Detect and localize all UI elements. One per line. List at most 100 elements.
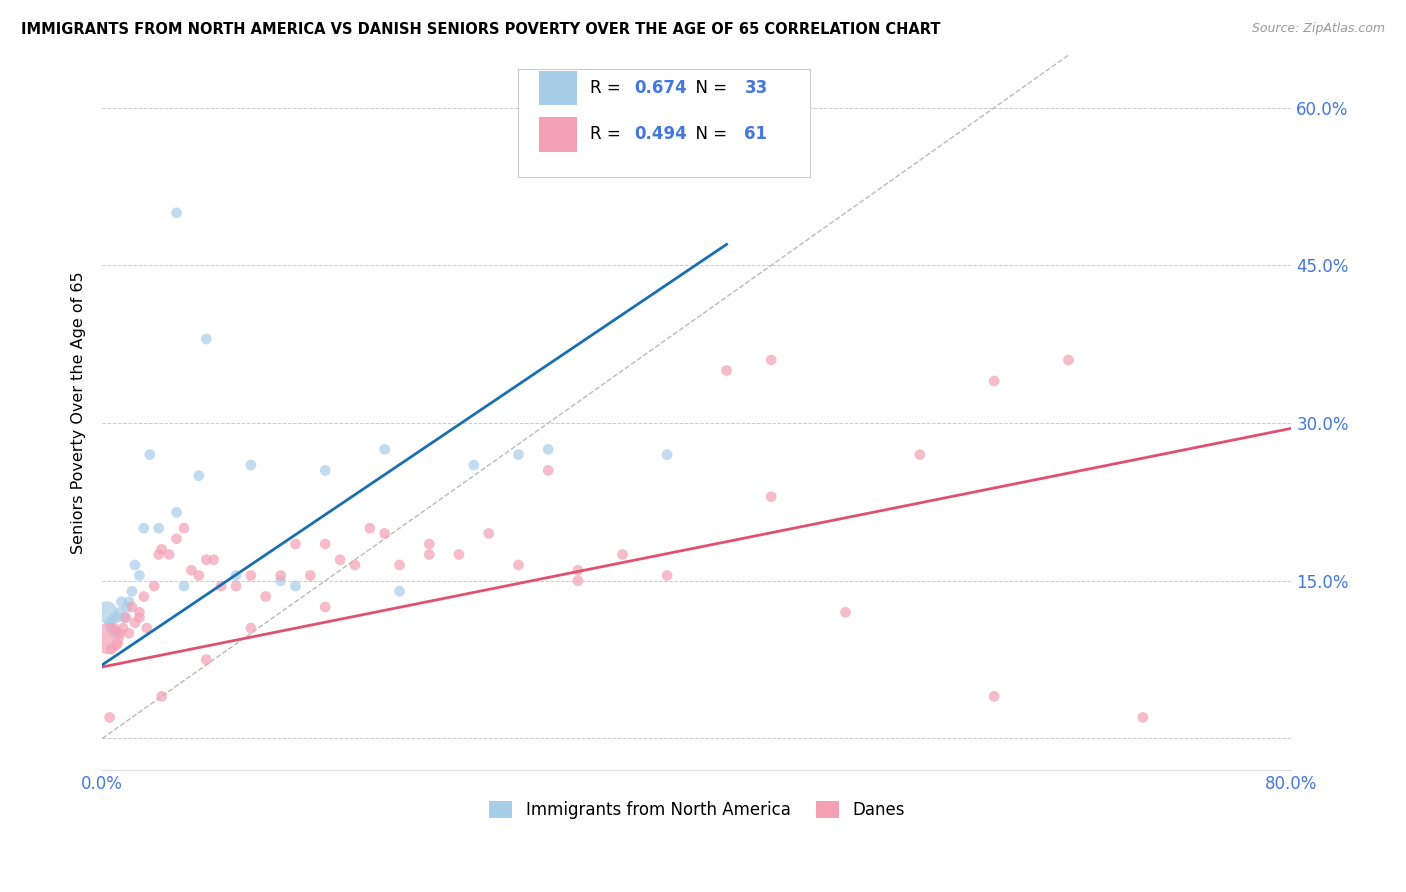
Point [108, 626, 131, 640]
Text: R =: R = [589, 126, 626, 144]
Point [105, 610, 128, 624]
Legend: Immigrants from North America, Danes: Immigrants from North America, Danes [482, 795, 911, 826]
Point [983, 690, 1005, 704]
Point [98, 710, 121, 724]
Point [254, 590, 277, 604]
Point [124, 558, 146, 572]
Point [110, 595, 132, 609]
Point [166, 505, 188, 519]
Point [97, 632, 120, 646]
Point [115, 610, 138, 624]
Point [225, 568, 247, 582]
Text: N =: N = [685, 126, 733, 144]
Point [239, 621, 262, 635]
Text: R =: R = [589, 79, 626, 97]
Point [157, 548, 180, 562]
Point [166, 206, 188, 220]
Point [139, 448, 162, 462]
Point [100, 621, 122, 635]
Point [567, 563, 589, 577]
Point [209, 579, 232, 593]
FancyBboxPatch shape [538, 118, 576, 152]
Point [114, 610, 136, 624]
Point [655, 448, 678, 462]
Point [537, 442, 560, 457]
Point [108, 605, 131, 619]
Text: Source: ZipAtlas.com: Source: ZipAtlas.com [1251, 22, 1385, 36]
Point [284, 579, 307, 593]
Point [128, 605, 150, 619]
Point [508, 448, 530, 462]
Point [195, 652, 218, 666]
Point [239, 568, 262, 582]
Point [187, 568, 209, 582]
Point [314, 600, 336, 615]
Point [314, 463, 336, 477]
FancyBboxPatch shape [538, 70, 576, 105]
Point [117, 600, 139, 615]
Point [225, 579, 247, 593]
FancyBboxPatch shape [519, 70, 810, 177]
Point [314, 537, 336, 551]
Point [463, 458, 485, 472]
Point [132, 590, 155, 604]
Point [166, 532, 188, 546]
Point [329, 553, 352, 567]
Point [343, 558, 366, 572]
Point [388, 584, 411, 599]
Point [418, 548, 440, 562]
Point [388, 558, 411, 572]
Y-axis label: Seniors Poverty Over the Age of 65: Seniors Poverty Over the Age of 65 [72, 271, 86, 554]
Text: 61: 61 [744, 126, 768, 144]
Point [98, 615, 121, 630]
Point [180, 563, 202, 577]
Point [299, 568, 322, 582]
Point [612, 548, 634, 562]
Point [100, 642, 122, 657]
Point [103, 610, 125, 624]
Point [908, 448, 931, 462]
Point [567, 574, 589, 588]
Point [195, 553, 218, 567]
Point [655, 568, 678, 582]
Point [96, 605, 118, 619]
Point [121, 600, 143, 615]
Text: 0.674: 0.674 [634, 79, 686, 97]
Point [195, 332, 218, 346]
Point [239, 458, 262, 472]
Point [150, 690, 173, 704]
Point [150, 542, 173, 557]
Text: 33: 33 [744, 79, 768, 97]
Point [148, 521, 170, 535]
Point [132, 521, 155, 535]
Point [1057, 353, 1080, 368]
Point [143, 579, 166, 593]
Point [418, 537, 440, 551]
Point [759, 490, 782, 504]
Point [148, 548, 170, 562]
Point [359, 521, 381, 535]
Point [1132, 710, 1154, 724]
Text: IMMIGRANTS FROM NORTH AMERICA VS DANISH SENIORS POVERTY OVER THE AGE OF 65 CORRE: IMMIGRANTS FROM NORTH AMERICA VS DANISH … [21, 22, 941, 37]
Point [478, 526, 501, 541]
Point [983, 374, 1005, 388]
Point [202, 553, 225, 567]
Point [759, 353, 782, 368]
Point [716, 363, 738, 377]
Point [103, 621, 125, 635]
Point [118, 595, 141, 609]
Point [121, 584, 143, 599]
Point [173, 521, 195, 535]
Point [834, 605, 856, 619]
Point [111, 621, 134, 635]
Point [508, 558, 530, 572]
Point [128, 568, 150, 582]
Point [105, 637, 128, 651]
Point [135, 621, 157, 635]
Point [270, 568, 292, 582]
Point [270, 574, 292, 588]
Point [118, 626, 141, 640]
Point [447, 548, 470, 562]
Text: 0.494: 0.494 [634, 126, 686, 144]
Point [173, 579, 195, 593]
